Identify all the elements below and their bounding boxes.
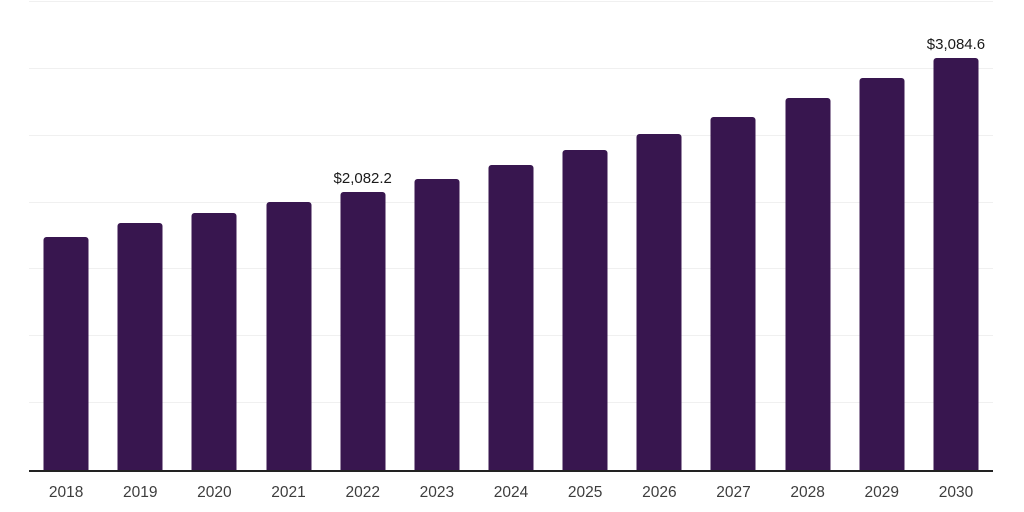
bar-2021 <box>266 202 312 470</box>
bar-2019 <box>117 223 163 470</box>
bar-slot-2027: 2027 <box>696 2 770 501</box>
gridline-3000 <box>29 67 993 69</box>
bar-2030 <box>933 57 979 470</box>
data-label-2022: $2,082.2 <box>333 169 392 187</box>
gridline-2500 <box>29 134 993 136</box>
x-tick-2020: 2020 <box>197 484 232 501</box>
gridline-3500 <box>29 1 993 2</box>
bar-2022 <box>340 191 386 470</box>
bar-2029 <box>859 77 905 470</box>
x-tick-2027: 2027 <box>716 484 751 501</box>
x-tick-2023: 2023 <box>419 484 455 501</box>
bar-slot-2021: 2021 <box>251 2 325 501</box>
bar-slot-2024: 2024 <box>474 2 548 501</box>
x-tick-2019: 2019 <box>122 484 158 501</box>
bar-slot-2020: 2020 <box>177 2 251 501</box>
bar-2025 <box>562 149 608 470</box>
bar-2018 <box>43 236 89 470</box>
data-label-2030: $3,084.6 <box>926 35 986 53</box>
x-tick-2025: 2025 <box>567 484 603 501</box>
bar-slot-2026: 2026 <box>622 2 696 501</box>
bar-2026 <box>636 133 682 470</box>
bar-slot-2030: $3,084.6 2030 <box>919 2 993 501</box>
bar-2027 <box>710 116 756 470</box>
x-axis-line <box>29 470 993 472</box>
bar-slot-2028: 2028 <box>771 2 845 501</box>
x-tick-2026: 2026 <box>642 484 677 501</box>
bar-2023 <box>414 178 460 470</box>
bar-slot-2022: $2,082.2 2022 <box>326 2 400 501</box>
x-tick-2028: 2028 <box>790 484 825 501</box>
bar-2020 <box>191 213 237 470</box>
bars-container: 2018 2019 2020 2021 $2,082.2 2022 2023 2024 2025… <box>29 2 993 501</box>
bar-2024 <box>488 164 534 470</box>
bar-slot-2025: 2025 <box>548 2 622 501</box>
x-tick-2029: 2029 <box>864 484 900 501</box>
x-tick-2022: 2022 <box>345 484 380 501</box>
bar-slot-2029: 2029 <box>845 2 919 501</box>
x-tick-2030: 2030 <box>938 484 974 501</box>
x-tick-2018: 2018 <box>48 484 84 501</box>
bar-slot-2019: 2019 <box>103 2 177 501</box>
x-tick-2021: 2021 <box>271 484 306 501</box>
plot-area: 2018 2019 2020 2021 $2,082.2 2022 2023 2024 2025… <box>29 1 993 501</box>
bar-2028 <box>785 97 831 470</box>
bar-slot-2023: 2023 <box>400 2 474 501</box>
x-tick-2024: 2024 <box>493 484 529 501</box>
bar-slot-2018: 2018 <box>29 2 103 501</box>
